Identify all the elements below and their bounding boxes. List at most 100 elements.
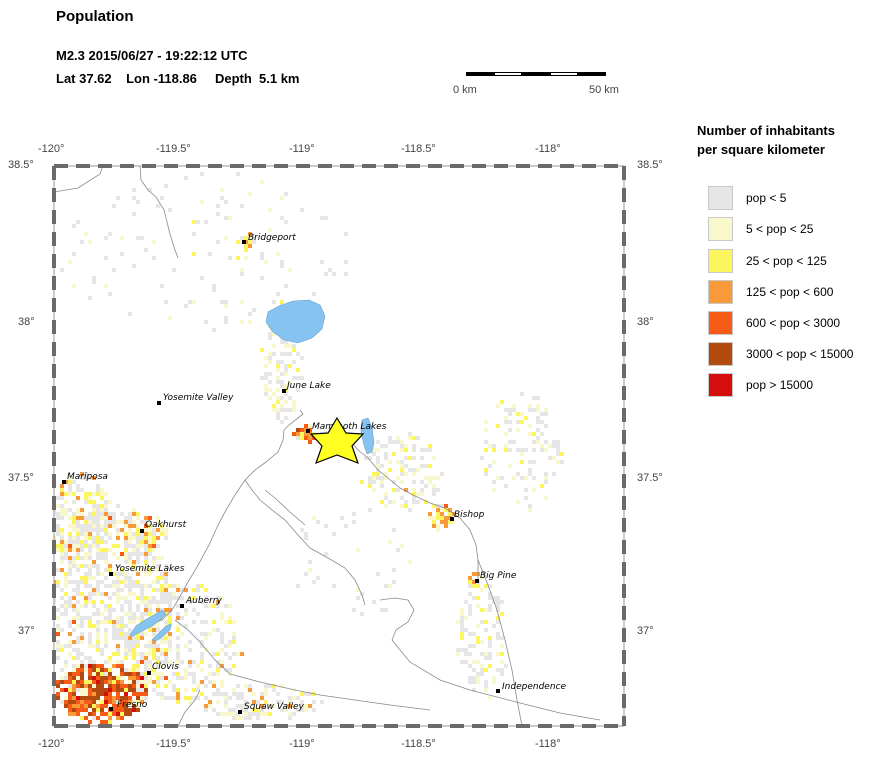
- place-bishop: Bishop: [450, 510, 485, 521]
- population-cell: [316, 520, 320, 524]
- population-cell: [92, 612, 96, 616]
- population-cell: [60, 488, 64, 492]
- population-cell: [104, 284, 108, 288]
- population-cell: [252, 240, 256, 244]
- population-cell: [68, 692, 72, 696]
- population-cell: [68, 704, 72, 708]
- population-cell: [296, 428, 300, 432]
- population-cell: [76, 608, 80, 612]
- population-cell: [80, 548, 84, 552]
- population-cell: [472, 676, 476, 680]
- population-cell: [96, 608, 100, 612]
- population-cell: [84, 492, 88, 496]
- population-cell: [368, 484, 372, 488]
- population-cell: [432, 492, 436, 496]
- population-cell: [116, 520, 120, 524]
- population-cell: [436, 488, 440, 492]
- population-cell: [468, 632, 472, 636]
- population-cell: [484, 656, 488, 660]
- population-cell: [108, 684, 112, 688]
- population-cell: [156, 580, 160, 584]
- legend-label: pop < 5: [746, 191, 787, 205]
- population-cell: [212, 672, 216, 676]
- population-cell: [140, 532, 144, 536]
- population-cell: [144, 528, 148, 532]
- population-cell: [536, 420, 540, 424]
- population-cell: [92, 500, 96, 504]
- population-cell: [392, 500, 396, 504]
- population-cell: [76, 564, 80, 568]
- population-cell: [532, 488, 536, 492]
- population-cell: [92, 688, 96, 692]
- population-cell: [156, 568, 160, 572]
- population-cell: [68, 600, 72, 604]
- population-cell: [284, 192, 288, 196]
- population-cell: [540, 412, 544, 416]
- population-cell: [80, 664, 84, 668]
- population-cell: [300, 428, 304, 432]
- population-cell: [156, 676, 160, 680]
- population-cell: [140, 568, 144, 572]
- population-cell: [136, 584, 140, 588]
- population-cell: [132, 644, 136, 648]
- population-cell: [300, 528, 304, 532]
- population-cell: [72, 672, 76, 676]
- population-cell: [88, 528, 92, 532]
- population-cell: [372, 472, 376, 476]
- population-cell: [104, 704, 108, 708]
- population-cell: [128, 616, 132, 620]
- population-cell: [428, 516, 432, 520]
- population-cell: [128, 636, 132, 640]
- population-cell: [384, 492, 388, 496]
- population-cell: [400, 472, 404, 476]
- population-cell: [216, 240, 220, 244]
- population-cell: [104, 532, 108, 536]
- population-cell: [164, 596, 168, 600]
- population-cell: [64, 644, 68, 648]
- population-cell: [124, 552, 128, 556]
- population-cell: [84, 584, 88, 588]
- population-cell: [524, 488, 528, 492]
- population-cell: [64, 580, 68, 584]
- population-cell: [80, 684, 84, 688]
- population-cell: [72, 544, 76, 548]
- population-cell: [284, 400, 288, 404]
- population-cell: [368, 456, 372, 460]
- population-cell: [300, 208, 304, 212]
- population-cell: [144, 684, 148, 688]
- population-cell: [424, 476, 428, 480]
- population-cell: [452, 520, 456, 524]
- population-cell: [200, 692, 204, 696]
- population-cell: [232, 708, 236, 712]
- population-cell: [72, 560, 76, 564]
- population-cell: [280, 684, 284, 688]
- population-cell: [236, 240, 240, 244]
- population-cell: [68, 488, 72, 492]
- population-cell: [460, 608, 464, 612]
- population-cell: [504, 448, 508, 452]
- population-cell: [76, 484, 80, 488]
- population-cell: [104, 556, 108, 560]
- population-cell: [304, 424, 308, 428]
- population-cell: [296, 376, 300, 380]
- population-cell: [88, 592, 92, 596]
- population-cell: [80, 676, 84, 680]
- population-cell: [84, 572, 88, 576]
- population-cell: [400, 504, 404, 508]
- population-cell: [100, 488, 104, 492]
- population-cell: [112, 680, 116, 684]
- population-cell: [188, 648, 192, 652]
- population-cell: [108, 712, 112, 716]
- population-cell: [84, 696, 88, 700]
- population-cell: [60, 496, 64, 500]
- population-cell: [108, 500, 112, 504]
- population-cell: [240, 320, 244, 324]
- population-cell: [420, 456, 424, 460]
- population-cell: [72, 712, 76, 716]
- population-cell: [60, 536, 64, 540]
- population-cell: [68, 560, 72, 564]
- population-cell: [468, 580, 472, 584]
- population-cell: [84, 604, 88, 608]
- population-cell: [268, 712, 272, 716]
- population-cell: [516, 420, 520, 424]
